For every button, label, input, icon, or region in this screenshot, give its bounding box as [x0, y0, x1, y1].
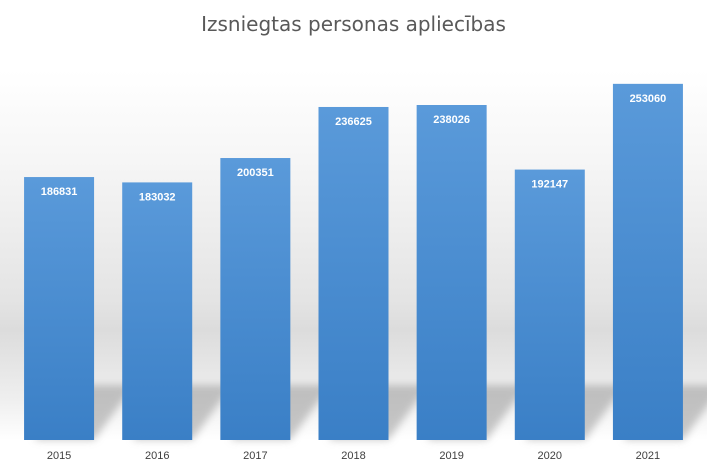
bar-2016 [122, 182, 193, 440]
bar-2021 [612, 83, 683, 440]
data-label-2019: 238026 [433, 114, 470, 126]
x-tick-2015: 2015 [47, 450, 71, 462]
data-labels-group: 186831 183032 200351 236625 238026 192147 2530… [41, 93, 667, 204]
x-tick-2019: 2019 [439, 450, 463, 462]
data-label-2017: 200351 [237, 167, 274, 179]
bar-2015 [24, 177, 95, 440]
x-tick-2017: 2017 [243, 450, 267, 462]
x-tick-2020: 2020 [538, 450, 562, 462]
bar-2017 [220, 158, 291, 440]
data-label-2018: 236625 [335, 116, 372, 128]
chart-title: Izsniegtas personas apliecības [201, 12, 506, 36]
x-axis-ticks: 2015 2016 2017 2018 2019 2020 2021 [47, 450, 660, 462]
x-tick-2018: 2018 [341, 450, 365, 462]
bar-2020 [514, 169, 585, 440]
data-label-2021: 253060 [630, 93, 667, 105]
data-label-2015: 186831 [41, 186, 78, 198]
data-label-2020: 192147 [531, 179, 568, 191]
data-label-2016: 183032 [139, 191, 176, 203]
x-tick-2016: 2016 [145, 450, 169, 462]
bar-2019 [416, 105, 487, 441]
x-tick-2021: 2021 [636, 450, 660, 462]
bar-2018 [318, 106, 389, 440]
bars-group [24, 83, 683, 441]
